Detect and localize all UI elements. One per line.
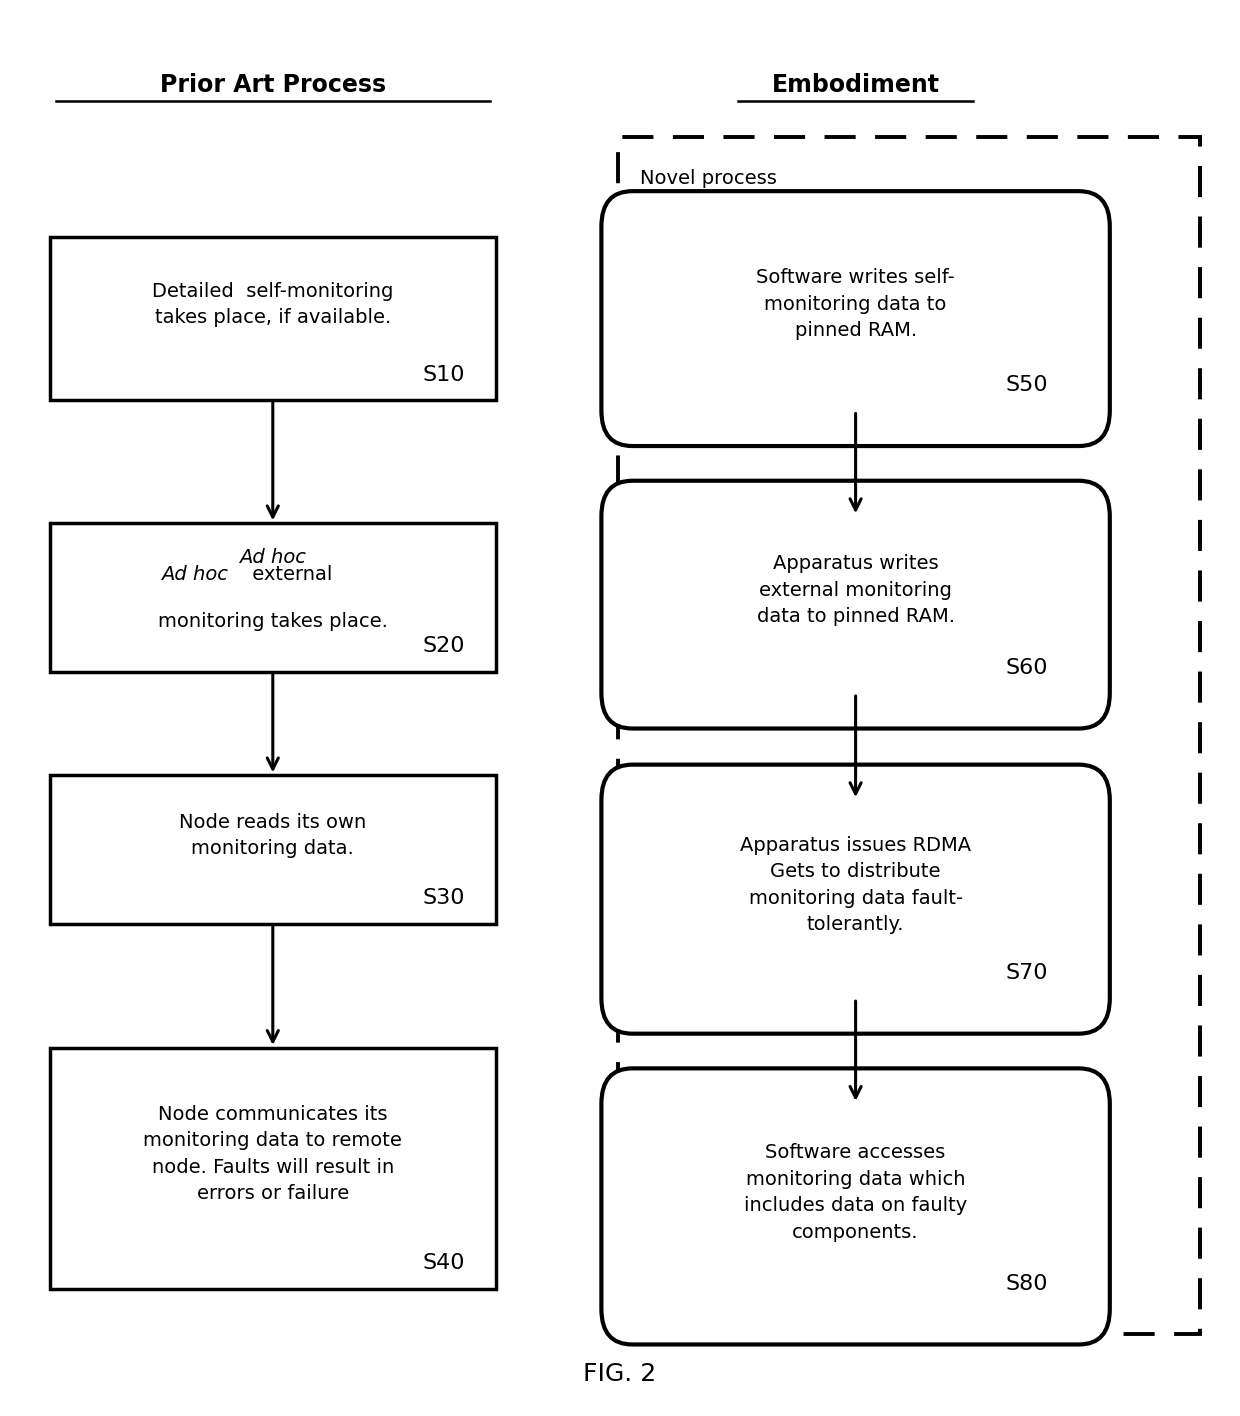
Text: external: external xyxy=(246,565,332,585)
Text: Embodiment: Embodiment xyxy=(771,74,940,96)
Text: monitoring takes place.: monitoring takes place. xyxy=(157,612,388,632)
Text: Apparatus writes
external monitoring
data to pinned RAM.: Apparatus writes external monitoring dat… xyxy=(756,555,955,626)
Text: Ad hoc: Ad hoc xyxy=(239,548,306,568)
Text: S20: S20 xyxy=(423,636,465,657)
Text: S50: S50 xyxy=(1006,375,1048,395)
Text: Ad hoc: Ad hoc xyxy=(161,565,228,585)
Text: FIG. 2: FIG. 2 xyxy=(583,1362,657,1385)
Text: Software accesses
monitoring data which
includes data on faulty
components.: Software accesses monitoring data which … xyxy=(744,1143,967,1242)
Text: Node reads its own
monitoring data.: Node reads its own monitoring data. xyxy=(179,813,367,858)
FancyBboxPatch shape xyxy=(50,524,496,673)
Text: Node communicates its
monitoring data to remote
node. Faults will result in
erro: Node communicates its monitoring data to… xyxy=(144,1104,402,1204)
FancyBboxPatch shape xyxy=(601,481,1110,729)
Text: Detailed  self-monitoring
takes place, if available.: Detailed self-monitoring takes place, if… xyxy=(153,282,393,327)
Text: S10: S10 xyxy=(423,364,465,385)
Text: S80: S80 xyxy=(1006,1273,1048,1294)
Text: S40: S40 xyxy=(423,1253,465,1273)
FancyBboxPatch shape xyxy=(601,191,1110,446)
Text: Software writes self-
monitoring data to
pinned RAM.: Software writes self- monitoring data to… xyxy=(756,269,955,340)
FancyBboxPatch shape xyxy=(50,776,496,923)
Text: Prior Art Process: Prior Art Process xyxy=(160,74,386,96)
Text: S70: S70 xyxy=(1006,963,1048,983)
Text: Novel process: Novel process xyxy=(640,169,776,187)
Text: S30: S30 xyxy=(423,888,465,909)
FancyBboxPatch shape xyxy=(50,1048,496,1289)
Text: Apparatus issues RDMA
Gets to distribute
monitoring data fault-
tolerantly.: Apparatus issues RDMA Gets to distribute… xyxy=(740,835,971,935)
Text: S60: S60 xyxy=(1006,657,1048,678)
FancyBboxPatch shape xyxy=(601,1068,1110,1345)
FancyBboxPatch shape xyxy=(601,765,1110,1034)
FancyBboxPatch shape xyxy=(50,238,496,399)
